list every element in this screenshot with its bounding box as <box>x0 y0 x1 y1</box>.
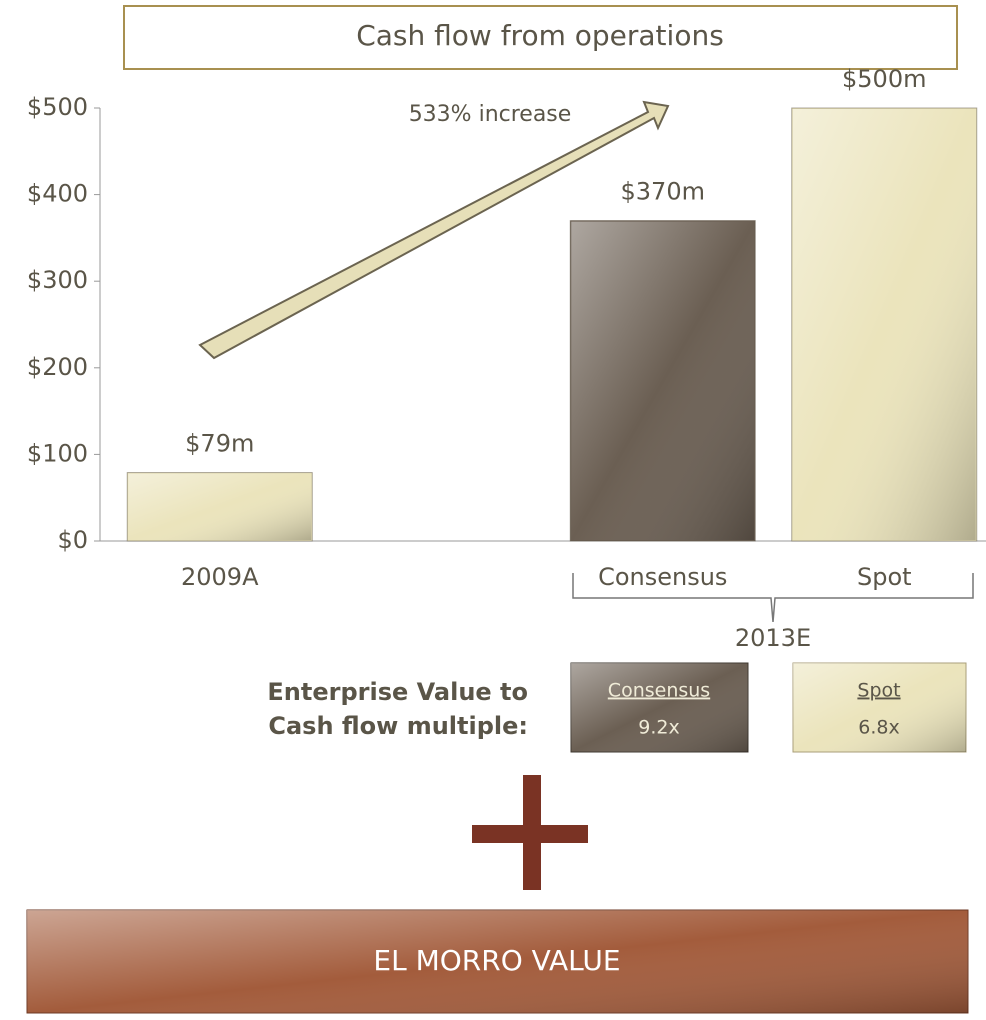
group-label: 2013E <box>735 624 811 652</box>
footer: EL MORRO VALUE <box>373 944 620 977</box>
multiple-label: Enterprise Value to <box>267 678 528 706</box>
multiple-name: Consensus <box>608 680 710 702</box>
y-tick-label: $0 <box>57 526 88 554</box>
multiple-name: Spot <box>857 680 900 702</box>
increase-arrow <box>198 100 670 360</box>
y-tick-label: $500 <box>27 93 88 121</box>
bevel <box>27 910 968 1013</box>
plus-horizontal <box>472 825 588 843</box>
y-tick-label: $100 <box>27 439 88 467</box>
multiple-value: 6.8x <box>858 717 899 739</box>
chart-title: Cash flow from operations <box>356 19 724 52</box>
bevel <box>571 663 748 752</box>
x-tick-label: 2009A <box>181 563 259 591</box>
annotation: 533% increase <box>409 102 572 127</box>
value-label: $500m <box>842 65 926 93</box>
group-bracket <box>572 573 974 623</box>
bar-bevel <box>792 109 976 540</box>
value-label: $370m <box>621 178 705 206</box>
y-tick-label: $400 <box>27 180 88 208</box>
bevel <box>793 663 966 752</box>
y-tick-label: $300 <box>27 266 88 294</box>
bar-bevel <box>571 221 755 540</box>
value-label: $79m <box>185 430 254 458</box>
x-tick-label: Spot <box>857 563 912 591</box>
multiple-value: 9.2x <box>638 717 679 739</box>
title-box <box>123 5 958 70</box>
y-tick-label: $200 <box>27 353 88 381</box>
multiple-label: Cash flow multiple: <box>268 712 528 740</box>
bar-bevel <box>128 473 312 540</box>
x-tick-label: Consensus <box>598 563 727 591</box>
